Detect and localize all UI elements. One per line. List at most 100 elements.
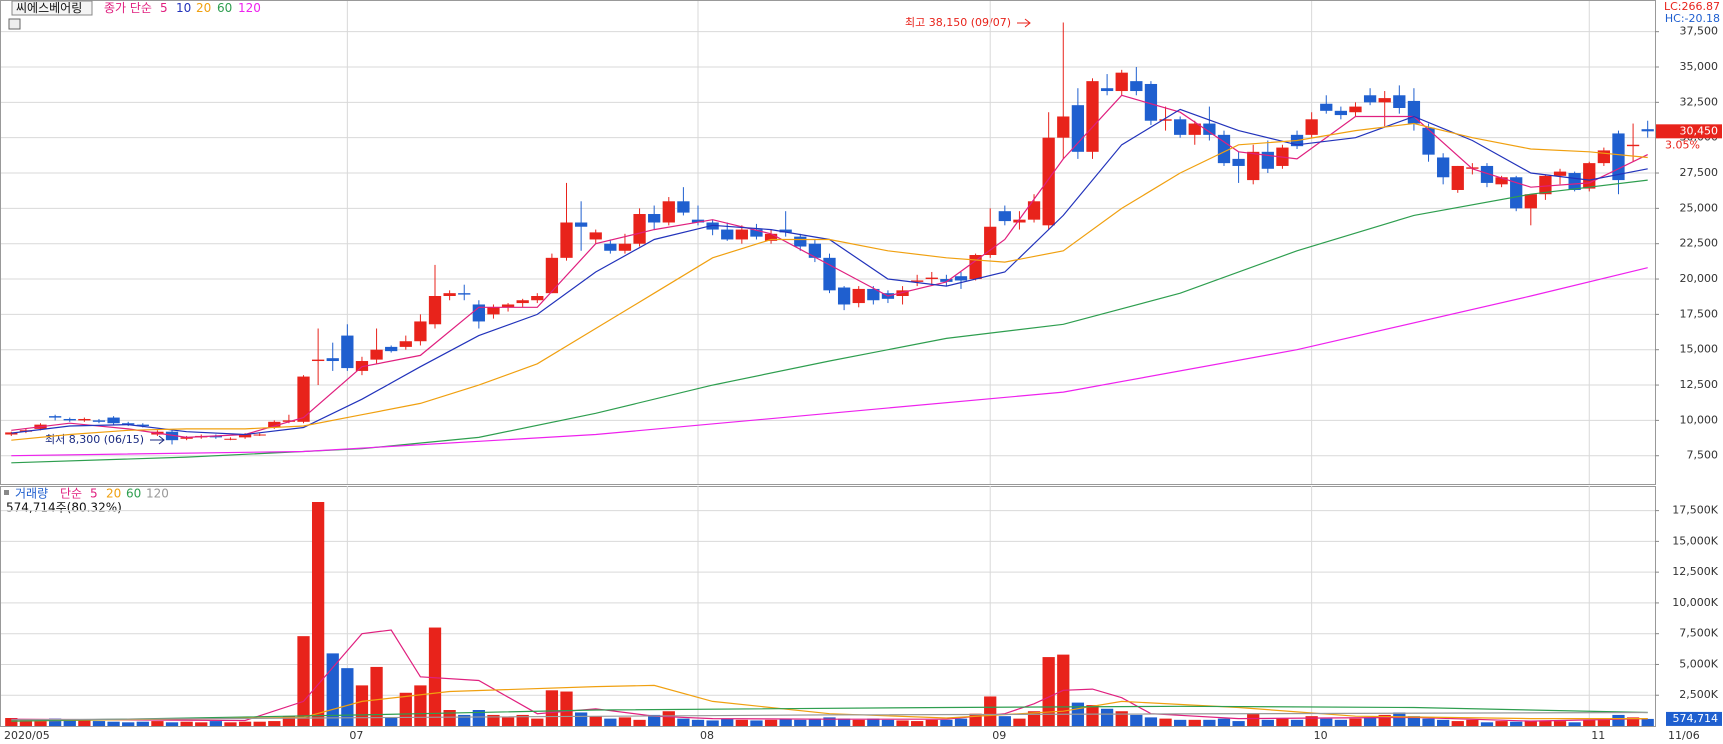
volume-bar (1174, 719, 1187, 726)
volume-bar (823, 717, 836, 726)
volume-bar (487, 714, 500, 726)
candle-body (911, 280, 924, 282)
volume-bar (648, 714, 661, 726)
candle-body (501, 304, 515, 308)
volume-bar (341, 668, 354, 726)
candle-body (1247, 151, 1260, 181)
volume-bar (34, 720, 47, 726)
volume-bar (297, 636, 310, 726)
candle-body (428, 296, 442, 325)
volume-bar (1203, 719, 1216, 726)
volume-bar (268, 721, 281, 726)
candle-body (1437, 157, 1450, 178)
candle-body (385, 346, 398, 352)
y-tick-label: 7,500 (1687, 449, 1719, 462)
candle-body (1495, 177, 1508, 185)
volume-bar (750, 720, 763, 726)
volume-bar (282, 716, 296, 726)
candle-body (1100, 88, 1114, 92)
volume-bar (1451, 721, 1464, 726)
candle-body (1027, 201, 1041, 220)
candle-body (238, 434, 252, 438)
volume-bar (837, 718, 851, 726)
volume-bar (604, 718, 617, 726)
candle-body (1524, 194, 1537, 209)
x-tick-label: 11/06 (1668, 729, 1700, 742)
candle-body (721, 229, 734, 240)
candle-body (399, 341, 412, 347)
y-tick-label: 20,000 (1680, 272, 1719, 285)
volume-bar (209, 721, 222, 726)
volume-bar (1159, 718, 1172, 726)
y-tick-label: 2,500K (1679, 688, 1718, 701)
candle-body (662, 201, 675, 223)
volume-bar (662, 711, 675, 726)
change-label: 3.05% (1665, 138, 1700, 151)
candle-body (92, 420, 106, 422)
settings-icon[interactable] (8, 18, 21, 30)
volume-title: 거래량 (15, 487, 48, 501)
volume-bar (472, 710, 485, 726)
price-tag (1656, 124, 1722, 139)
candle-body (808, 243, 822, 258)
candle-body (589, 232, 602, 240)
candle-body (341, 335, 354, 369)
volume-panel (0, 486, 1656, 727)
candle-body (1042, 137, 1055, 226)
volume-bar (107, 721, 120, 726)
volume-bar (1422, 718, 1435, 726)
volume-bar (925, 719, 938, 726)
volume-bar (1276, 718, 1289, 726)
candle-body (1480, 165, 1494, 183)
candle-body (706, 222, 719, 230)
ma-line (11, 122, 1648, 441)
stock-name-box[interactable] (11, 0, 93, 16)
volume-bar (151, 721, 164, 726)
lc-label: LC:266.87 (1664, 0, 1720, 13)
candle-body (122, 423, 135, 425)
volume-bar (1407, 716, 1421, 726)
candle-body (925, 277, 938, 280)
candle-body (311, 359, 325, 362)
candle-body (49, 416, 62, 418)
candle-body (998, 211, 1011, 222)
candle-body (1203, 123, 1216, 135)
candle-body (5, 432, 18, 435)
y-tick-label: 17,500K (1672, 504, 1718, 517)
high-annotation: 최고 38,150 (09/07) (905, 16, 1011, 29)
candle-body (1174, 119, 1187, 135)
x-tick-label: 10 (1314, 729, 1328, 742)
volume-bar (779, 718, 792, 726)
volume-bar (1188, 719, 1201, 726)
volume-bar (794, 719, 807, 726)
volume-bar (458, 714, 471, 726)
volume-bar (1568, 722, 1581, 726)
volume-bar (735, 719, 748, 726)
volume-bar (5, 718, 18, 726)
candle-body (487, 307, 500, 315)
volume-bar (78, 719, 91, 726)
legend-item: 120 (146, 487, 169, 501)
candle-body (750, 229, 763, 237)
candle-body (1188, 123, 1201, 135)
low-annotation: 최저 8,300 (06/15) (45, 433, 144, 446)
candle-body (1422, 127, 1435, 155)
legend-item: 120 (238, 1, 261, 15)
x-tick-label: 08 (700, 729, 714, 742)
volume-bar (1290, 719, 1304, 726)
volume-bar (560, 691, 573, 726)
legend-item: 60 (126, 487, 141, 501)
volume-bar (1013, 718, 1026, 726)
candle-body (691, 219, 705, 223)
volume-bar (1086, 705, 1099, 726)
candle-body (1553, 171, 1567, 176)
volume-bar (721, 718, 734, 726)
ma-line (11, 705, 1648, 722)
ma-line (11, 629, 1648, 722)
volume-bar (911, 721, 924, 726)
x-tick-label: 2020/05 (4, 729, 50, 742)
volume-bar (516, 714, 529, 726)
volume-bar (224, 722, 237, 726)
